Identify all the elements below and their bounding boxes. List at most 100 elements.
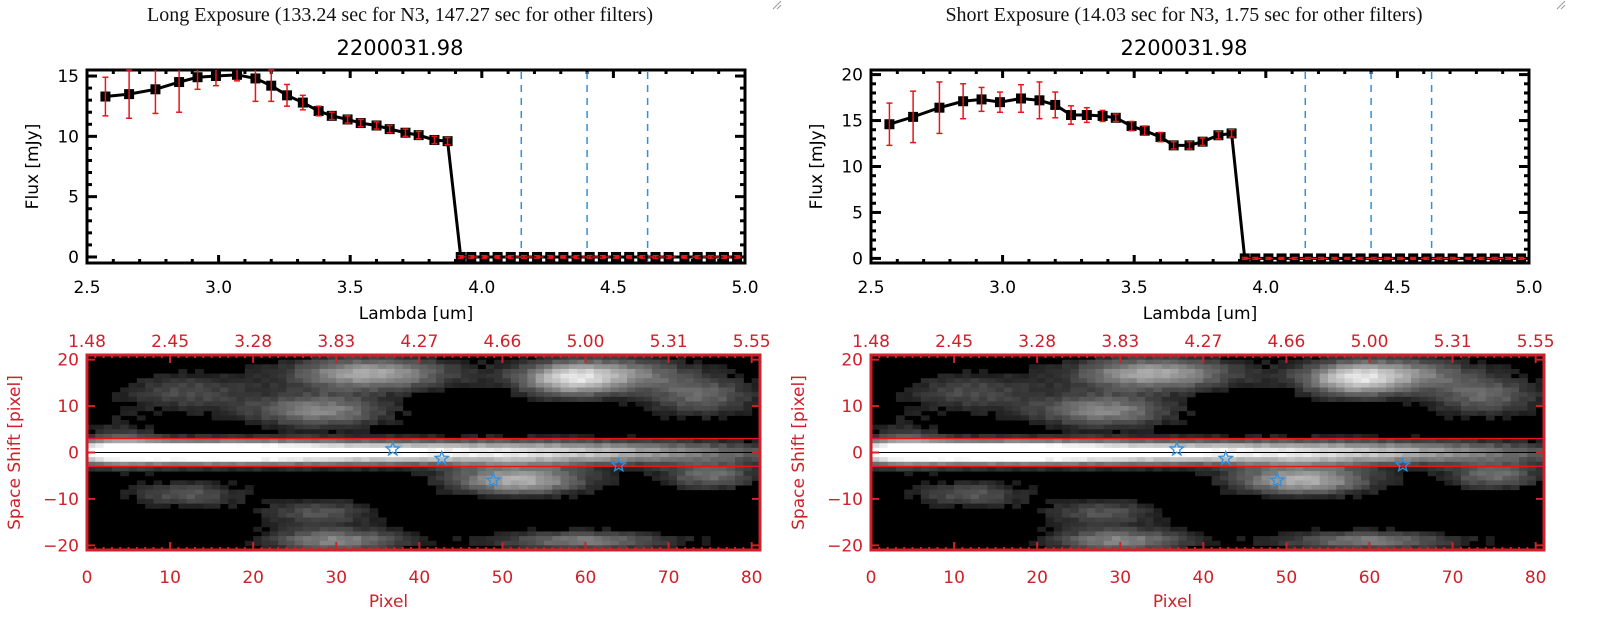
image-pixel: [543, 392, 553, 398]
top-axis-wavelength-label: 3.28: [1018, 332, 1056, 352]
image-pixel: [1153, 415, 1163, 421]
image-pixel: [1394, 545, 1404, 551]
image-pixel: [929, 447, 938, 453]
image-pixel: [377, 531, 387, 537]
image-pixel: [244, 392, 254, 398]
image-pixel: [344, 401, 354, 407]
image-pixel: [1028, 410, 1038, 416]
image-pixel: [1269, 438, 1279, 444]
image-pixel: [1344, 536, 1354, 542]
image-pixel: [1170, 368, 1179, 375]
image-pixel: [660, 447, 670, 453]
image-pixel: [1145, 387, 1154, 393]
image-pixel: [186, 466, 196, 472]
image-pixel: [1136, 364, 1146, 370]
image-pixel: [244, 433, 254, 440]
image-pixel: [1203, 359, 1213, 365]
image-pixel: [1161, 387, 1171, 393]
image-pixel: [1136, 522, 1146, 528]
image-pixel: [1460, 485, 1470, 491]
y-tick-label: 20: [841, 351, 863, 371]
image-pixel: [444, 443, 454, 449]
image-pixel: [1120, 447, 1130, 453]
image-pixel: [1269, 466, 1279, 472]
image-pixel: [593, 378, 603, 384]
image-pixel: [651, 406, 661, 412]
image-pixel: [1344, 396, 1354, 402]
image-pixel: [519, 355, 528, 361]
image-pixel: [435, 387, 445, 393]
image-pixel: [987, 503, 997, 509]
image-pixel: [643, 471, 653, 477]
image-pixel: [336, 406, 346, 412]
image-pixel: [352, 401, 362, 407]
image-pixel: [912, 392, 922, 398]
image-pixel: [452, 368, 462, 375]
image-pixel: [1319, 545, 1329, 551]
image-pixel: [319, 438, 329, 444]
image-pixel: [219, 452, 229, 458]
image-pixel: [1502, 410, 1512, 416]
image-pixel: [386, 420, 395, 426]
image-pixel: [685, 485, 695, 491]
image-pixel: [1161, 452, 1171, 458]
image-pixel: [751, 396, 761, 402]
image-pixel: [718, 466, 728, 472]
image-pixel: [186, 489, 196, 495]
image-pixel: [336, 508, 346, 514]
image-pixel: [153, 433, 163, 440]
image-pixel: [726, 382, 736, 388]
image-pixel: [1386, 480, 1395, 486]
image-pixel: [543, 480, 553, 486]
image-pixel: [1020, 498, 1030, 505]
image-pixel: [651, 373, 661, 379]
image-pixel: [510, 378, 520, 384]
image-pixel: [344, 461, 354, 467]
image-pixel: [987, 457, 997, 463]
y-tick-label: 10: [841, 397, 863, 417]
image-pixel: [352, 415, 362, 421]
image-pixel: [120, 443, 130, 449]
image-pixel: [502, 531, 512, 537]
image-pixel: [1228, 466, 1238, 472]
image-pixel: [718, 392, 728, 398]
image-pixel: [145, 438, 154, 444]
image-pixel: [1012, 480, 1022, 486]
image-pixel: [170, 443, 179, 449]
image-pixel: [352, 457, 362, 463]
image-pixel: [1452, 387, 1462, 393]
image-pixel: [1028, 443, 1038, 449]
image-pixel: [1519, 378, 1528, 384]
image-pixel: [610, 475, 620, 481]
image-pixel: [170, 387, 179, 393]
image-pixel: [1261, 378, 1271, 384]
image-pixel: [369, 420, 379, 426]
image-pixel: [577, 480, 587, 486]
image-pixel: [1219, 461, 1229, 467]
image-pixel: [286, 438, 296, 444]
image-pixel: [469, 489, 479, 495]
image-pixel: [543, 364, 553, 370]
image-pixel: [361, 517, 370, 523]
x-tick-label: 20: [242, 568, 264, 588]
resize-grip-icon[interactable]: [772, 0, 782, 10]
image-pixel: [535, 466, 545, 472]
image-pixel: [1186, 536, 1196, 542]
image-pixel: [1028, 396, 1038, 402]
image-pixel: [1469, 406, 1479, 412]
image-pixel: [1053, 368, 1063, 375]
image-pixel: [286, 503, 296, 509]
image-pixel: [1477, 438, 1487, 444]
image-pixel: [527, 489, 537, 495]
image-pixel: [1344, 359, 1354, 365]
image-pixel: [460, 485, 470, 491]
image-pixel: [954, 489, 963, 495]
image-pixel: [1020, 494, 1030, 500]
image-pixel: [327, 368, 337, 375]
resize-grip-icon[interactable]: [1556, 0, 1566, 10]
image-pixel: [228, 392, 238, 398]
image-pixel: [735, 382, 744, 388]
image-pixel: [593, 443, 603, 449]
image-pixel: [244, 457, 254, 463]
